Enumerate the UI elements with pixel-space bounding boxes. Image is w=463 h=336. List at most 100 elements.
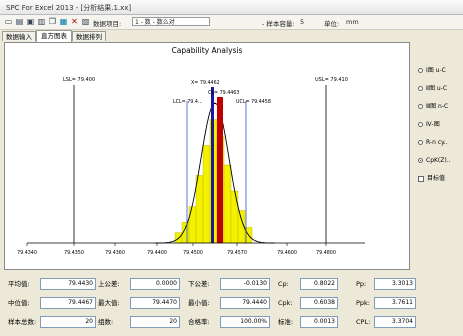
stat-label: CPL: bbox=[356, 318, 371, 326]
tab-data-input[interactable]: 数据输入 bbox=[2, 31, 36, 41]
cl-label: CL= 79.4463 bbox=[208, 90, 239, 96]
chart-option-label: Ⅱ图 u-C bbox=[426, 85, 448, 92]
print-icon[interactable]: ▥ bbox=[37, 17, 46, 26]
stat-value-field: 79.4430 bbox=[40, 278, 96, 290]
sample-size-label: - 样本容量: bbox=[262, 20, 295, 28]
x-tick-label: 79.4500 bbox=[183, 250, 203, 256]
radio-button[interactable] bbox=[418, 122, 423, 127]
stat-label: 最大值: bbox=[98, 299, 120, 307]
window-title: SPC For Excel 2013 - [分析结果.1.xx] bbox=[6, 4, 132, 12]
tab-bar: 数据输入 直方图表 数据排列 bbox=[0, 30, 463, 42]
mean-line bbox=[217, 97, 223, 243]
stat-label: Cpk: bbox=[278, 299, 293, 307]
stat-label: Cp: bbox=[278, 280, 289, 288]
ucl-label: UCL= 79.4458 bbox=[236, 99, 271, 105]
stat-label: 样本总数: bbox=[8, 318, 37, 326]
stat-label: 中位值: bbox=[8, 299, 30, 307]
settings-icon[interactable]: ▨ bbox=[81, 17, 90, 26]
stat-label: 上公差: bbox=[98, 280, 120, 288]
chart-option-label: Ⅰ图 u-C bbox=[426, 67, 446, 74]
x-axis-ticks: 79.4340 79.4350 79.4360 79.4400 79.4500 79.45… bbox=[17, 243, 336, 256]
unit-label: 单位: bbox=[324, 20, 340, 28]
radio-button[interactable] bbox=[418, 86, 423, 91]
lcl-label: LCL= 79.4... bbox=[173, 99, 203, 105]
x-tick-label: 79.4350 bbox=[64, 250, 84, 256]
unit-value[interactable]: mm bbox=[346, 18, 359, 26]
stat-value-field: -0.0130 bbox=[220, 278, 270, 290]
chart-title: Capability Analysis bbox=[172, 46, 243, 55]
stat-value-field: 100.00% bbox=[220, 316, 270, 328]
x-tick-label: 79.4360 bbox=[105, 250, 125, 256]
xbar-line bbox=[211, 87, 214, 243]
stat-value-field: 3.7611 bbox=[374, 297, 416, 309]
chart-option-6[interactable]: 目标值 bbox=[418, 174, 445, 184]
new-file-icon[interactable]: ▭ bbox=[4, 17, 13, 26]
stat-label: Ppk: bbox=[356, 299, 370, 307]
tab-histogram[interactable]: 直方图表 bbox=[36, 30, 72, 42]
x-tick-label: 79.4600 bbox=[277, 250, 297, 256]
usl-label: USL= 79.410 bbox=[315, 77, 348, 83]
stat-value-field: 79.4467 bbox=[40, 297, 96, 309]
chart-icon[interactable]: ▦ bbox=[59, 17, 68, 26]
stat-value-field: 0.6038 bbox=[300, 297, 338, 309]
chart-option-3[interactable]: Ⅳ-图 bbox=[418, 120, 440, 130]
chart-option-label: CpK(Z).. bbox=[426, 157, 451, 164]
stat-value-field: 0.0013 bbox=[300, 316, 338, 328]
statistics-panel: 平均值: 79.4430 上公差: 0.0000 下公差: -0.0130 Cp: 0.802… bbox=[4, 272, 463, 336]
chart-option-1[interactable]: Ⅱ图 u-C bbox=[418, 84, 447, 94]
stat-label: 组数: bbox=[98, 318, 114, 326]
histogram-bar bbox=[202, 145, 211, 244]
x-tick-label: 79.4800 bbox=[316, 250, 336, 256]
lsl-label: LSL= 79.400 bbox=[63, 77, 95, 83]
histogram-bar bbox=[230, 190, 239, 244]
close-icon[interactable]: ✕ bbox=[71, 17, 78, 26]
stat-value-field: 0.0000 bbox=[130, 278, 180, 290]
checkbox[interactable] bbox=[418, 175, 424, 182]
histogram-bar bbox=[223, 164, 232, 244]
stat-label: 标准: bbox=[278, 318, 294, 326]
x-tick-label: 79.4340 bbox=[17, 250, 37, 256]
stat-label: 最小值: bbox=[188, 299, 210, 307]
copy-icon[interactable]: ❐ bbox=[48, 17, 57, 26]
stat-value-field: 20 bbox=[40, 316, 96, 328]
data-item-select[interactable]: 1 - 数 - 数么对 bbox=[132, 17, 210, 26]
chart-option-5[interactable]: CpK(Z).. bbox=[418, 156, 451, 166]
radio-button[interactable] bbox=[418, 140, 423, 145]
radio-button[interactable] bbox=[418, 104, 423, 109]
chart-option-label: Ⅲ图 n-C bbox=[426, 103, 449, 110]
chart-option-2[interactable]: Ⅲ图 n-C bbox=[418, 102, 448, 112]
chart-option-0[interactable]: Ⅰ图 u-C bbox=[418, 66, 446, 76]
stat-value-field: 3.3013 bbox=[374, 278, 416, 290]
normal-curve bbox=[155, 102, 275, 244]
stat-value-field: 79.4440 bbox=[220, 297, 270, 309]
chart-option-label: 目标值 bbox=[427, 175, 446, 182]
sample-size-value[interactable]: 5 bbox=[300, 18, 305, 26]
x-tick-label: 79.4400 bbox=[147, 250, 167, 256]
x-tick-label: 79.4570 bbox=[227, 250, 247, 256]
radio-button[interactable] bbox=[418, 68, 423, 73]
data-item-label: 数据项目: bbox=[93, 20, 122, 28]
stat-label: 平均值: bbox=[8, 280, 30, 288]
save-icon[interactable]: ▣ bbox=[26, 17, 35, 26]
stat-label: 下公差: bbox=[188, 280, 210, 288]
histogram-bar bbox=[195, 175, 204, 244]
tab-data-sort[interactable]: 数据排列 bbox=[72, 31, 106, 41]
stat-value-field: 20 bbox=[130, 316, 180, 328]
stat-value-field: 0.8022 bbox=[300, 278, 338, 290]
chart-option-label: R-n cy.. bbox=[426, 139, 448, 146]
toolbar: ▭ ▤ ▣ ▥ ❐ ▦ ✕ ▨ 数据项目: 1 - 数 - 数么对 - 样本容量… bbox=[0, 15, 463, 30]
histogram-bar bbox=[188, 206, 197, 244]
chart-panel: Capability Analysis LSL= 79.400 USL= 79.… bbox=[4, 42, 410, 270]
chart-option-4[interactable]: R-n cy.. bbox=[418, 138, 448, 148]
chart-option-label: Ⅳ-图 bbox=[426, 121, 440, 128]
stat-label: Pp: bbox=[356, 280, 367, 288]
stat-value-field: 79.4470 bbox=[130, 297, 180, 309]
chart-options-panel: Ⅰ图 u-C Ⅱ图 u-C Ⅲ图 n-C Ⅳ-图 R-n cy.. CpK(Z).. 目标值 bbox=[414, 42, 463, 270]
capability-chart: Capability Analysis LSL= 79.400 USL= 79.… bbox=[17, 46, 365, 256]
radio-button[interactable] bbox=[418, 158, 423, 163]
xbar-label: X= 79.4462 bbox=[191, 80, 220, 86]
title-bar: SPC For Excel 2013 - [分析结果.1.xx] bbox=[0, 0, 463, 15]
stat-value-field: 3.3704 bbox=[374, 316, 416, 328]
open-folder-icon[interactable]: ▤ bbox=[15, 17, 24, 26]
